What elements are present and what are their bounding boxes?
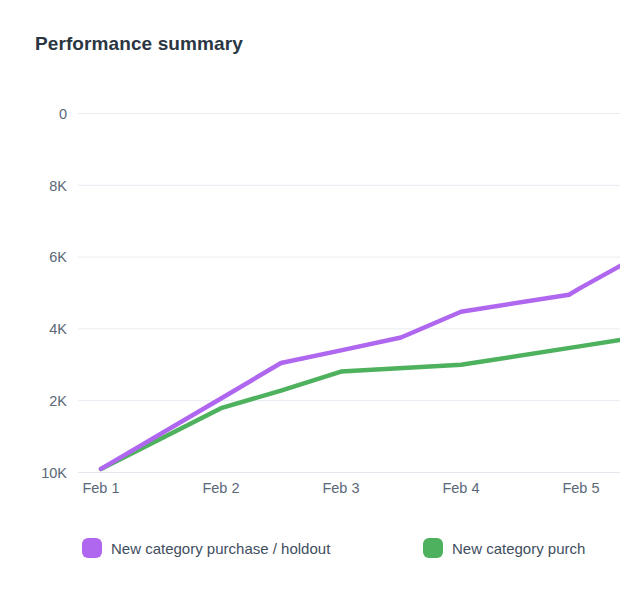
- legend-label-holdout: New category purchase / holdout: [111, 540, 330, 557]
- y-tick-4k: 4K: [49, 321, 67, 337]
- performance-line-chart: 0 2K 4K 6K 8K 10K Feb 1 Feb 2 Feb 3 Feb …: [0, 0, 620, 520]
- y-tick-10k: 10K: [41, 465, 67, 481]
- x-tick-feb4: Feb 4: [442, 480, 479, 496]
- x-axis-tick-labels: Feb 1 Feb 2 Feb 3 Feb 4 Feb 5: [82, 480, 599, 496]
- legend-label-variant: New category purch: [452, 540, 585, 557]
- legend-item-holdout[interactable]: New category purchase / holdout: [82, 538, 330, 558]
- y-tick-0: 0: [59, 106, 67, 122]
- x-tick-feb3: Feb 3: [322, 480, 359, 496]
- x-tick-feb1: Feb 1: [82, 480, 119, 496]
- y-axis-tick-labels: 0 2K 4K 6K 8K 10K: [41, 106, 67, 481]
- purple-swatch-icon: [82, 538, 102, 558]
- series-line-green: [101, 340, 620, 469]
- performance-summary-card: Performance summary 0 2K 4K 6K 8K 10K Fe…: [0, 0, 620, 600]
- series-line-purple: [101, 266, 620, 469]
- x-tick-feb2: Feb 2: [202, 480, 239, 496]
- y-tick-6k: 6K: [49, 249, 67, 265]
- chart-legend: New category purchase / holdout New cate…: [0, 538, 620, 562]
- y-tick-8k: 8K: [49, 178, 67, 194]
- legend-item-variant[interactable]: New category purch: [423, 538, 585, 558]
- green-swatch-icon: [423, 538, 443, 558]
- x-tick-feb5: Feb 5: [562, 480, 599, 496]
- y-tick-2k: 2K: [49, 393, 67, 409]
- horizontal-gridlines: [78, 114, 620, 473]
